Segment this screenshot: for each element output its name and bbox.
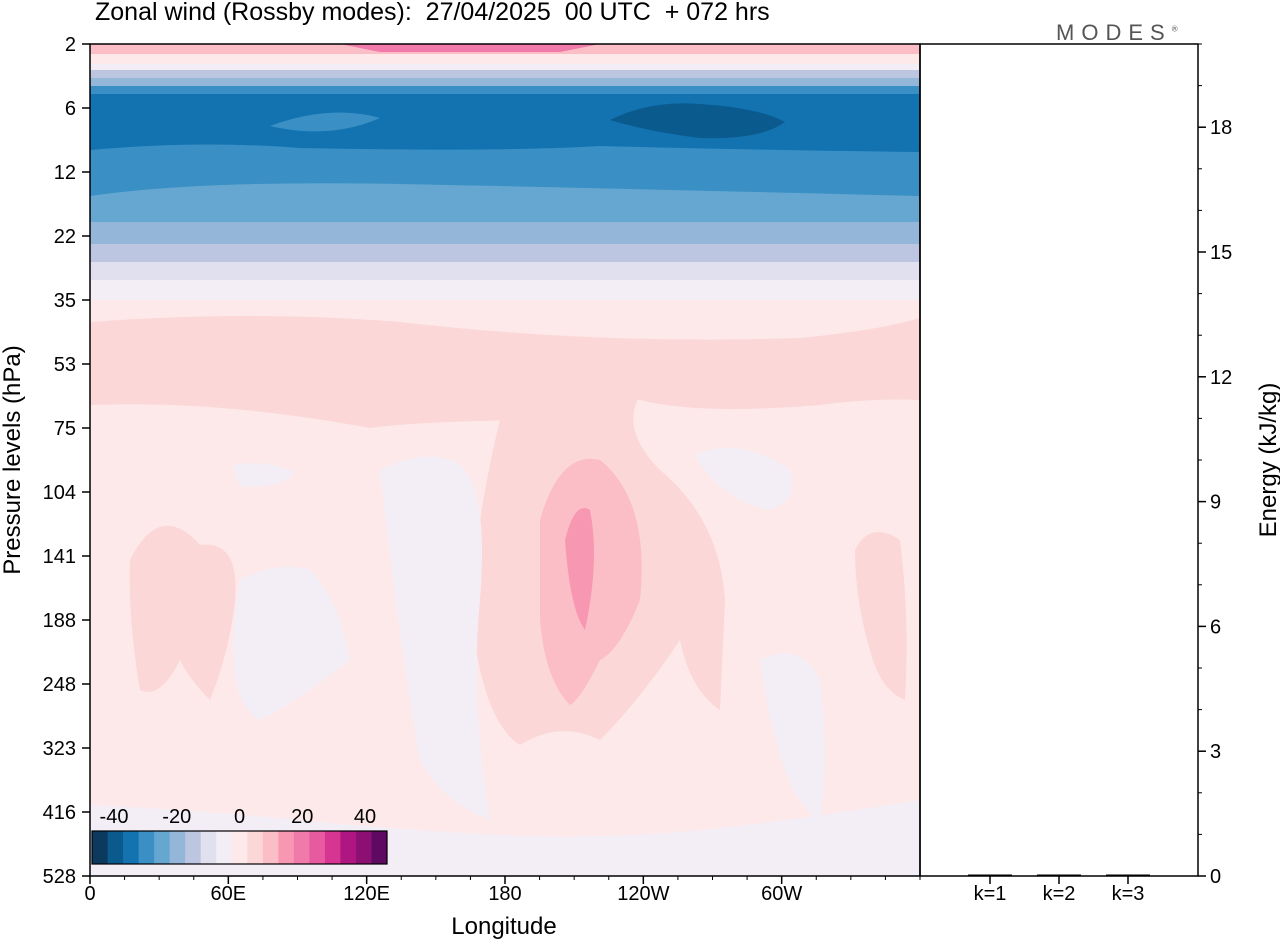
energy-axis-ticks: 0 3 6 9 12 15 18 (1198, 43, 1232, 888)
band-lavender (90, 262, 920, 280)
band-top-lightblue (90, 78, 920, 86)
band-paleblue (90, 222, 920, 244)
energy-category-label: k=3 (1112, 883, 1145, 905)
colorbar-swatch (262, 831, 279, 864)
colorbar-swatch (247, 831, 264, 864)
energy-bars: k=1 k=2 k=3 (968, 874, 1150, 905)
x-axis-ticks: 0 60E 120E 180 120W 60W (84, 876, 921, 905)
energy-tick-label: 12 (1210, 367, 1232, 389)
energy-category-label: k=2 (1043, 883, 1076, 905)
x-axis-title: Longitude (451, 913, 556, 940)
colorbar-swatch (355, 831, 372, 864)
modes-logo: MODES® (1056, 20, 1178, 46)
y-tick-label: 416 (43, 802, 76, 824)
colorbar-swatch (324, 831, 341, 864)
band-lilac (90, 244, 920, 262)
y-tick-label: 22 (54, 226, 76, 248)
band-top-magenta (340, 44, 600, 52)
colorbar-label: -40 (100, 806, 129, 828)
colorbar-swatch (340, 831, 357, 864)
energy-panel-frame (919, 43, 1199, 877)
y-tick-label: 323 (43, 738, 76, 760)
y-tick-label: 2 (65, 34, 76, 56)
y-tick-label: 248 (43, 674, 76, 696)
energy-tick-label: 15 (1210, 242, 1232, 264)
colorbar-label: -20 (162, 806, 191, 828)
contour-field (90, 44, 920, 876)
colorbar-frame (91, 830, 388, 865)
chart-title: Zonal wind (Rossby modes): 27/04/2025 00… (95, 0, 770, 26)
band-midblue (90, 144, 920, 196)
y-tick-label: 75 (54, 418, 76, 440)
band-lightblue (90, 183, 920, 222)
y-tick-label: 53 (54, 354, 76, 376)
band-easterly-core (610, 103, 785, 139)
band-top-midblue (90, 86, 920, 94)
zone-lavender-east (695, 447, 793, 510)
x-tick-label: 180 (488, 883, 521, 905)
zone-lavender-centre (380, 456, 490, 820)
colorbar-swatch (200, 831, 217, 864)
zone-lavender-lower-left (233, 566, 350, 720)
zone-jet-max (565, 508, 594, 630)
zone-east-blob (855, 532, 907, 700)
y-tick-label: 188 (43, 610, 76, 632)
x-tick-label: 0 (84, 883, 95, 905)
x-tick-label: 60W (761, 883, 802, 905)
x-tick-label: 60E (211, 883, 247, 905)
zone-westerly-band (90, 316, 920, 428)
energy-bar (1037, 874, 1081, 876)
y-tick-label: 6 (65, 98, 76, 120)
colorbar-swatch (293, 831, 310, 864)
y-tick-label: 12 (54, 162, 76, 184)
energy-bar (968, 874, 1012, 876)
energy-axis-title: Energy (kJ/kg) (1255, 383, 1280, 538)
energy-tick-label: 18 (1210, 117, 1232, 139)
energy-bar (1106, 874, 1150, 876)
zone-lavender-west (232, 463, 295, 487)
colorbar-swatch (169, 831, 186, 864)
colorbar-swatch (123, 831, 140, 864)
y-tick-label: 35 (54, 290, 76, 312)
colorbar-swatch (309, 831, 326, 864)
energy-category-label: k=1 (974, 883, 1007, 905)
colorbar-label: 0 (234, 806, 245, 828)
colorbar-swatch (371, 831, 388, 864)
y-axis-title: Pressure levels (hPa) (0, 345, 26, 574)
colorbar-swatch (231, 831, 248, 864)
band-top-white (90, 64, 920, 70)
band-easterly-gap (270, 112, 380, 132)
colorbar-swatch (92, 831, 109, 864)
y-tick-label: 141 (43, 546, 76, 568)
colorbar: -40 -20 0 20 40 (91, 806, 388, 865)
y-axis-ticks: 2 6 12 22 35 53 75 104 141 188 248 323 416 528 (43, 34, 90, 888)
colorbar-swatch (278, 831, 295, 864)
zone-west-blob (129, 525, 236, 700)
colorbar-swatch (216, 831, 233, 864)
energy-tick-label: 9 (1210, 492, 1221, 514)
colorbar-swatch (138, 831, 155, 864)
colorbar-swatch (107, 831, 124, 864)
energy-tick-label: 6 (1210, 616, 1221, 638)
x-tick-label: 120E (343, 883, 390, 905)
energy-tick-label: 0 (1210, 866, 1221, 888)
colorbar-swatch (185, 831, 202, 864)
band-top-light-pink (90, 54, 920, 64)
colorbar-label: 20 (291, 806, 313, 828)
logo-text: MODES (1056, 20, 1172, 45)
colorbar-label: 40 (354, 806, 376, 828)
y-tick-label: 104 (43, 482, 76, 504)
colorbar-swatch (154, 831, 171, 864)
band-top-lilac (90, 70, 920, 78)
x-tick-label: 120W (617, 883, 669, 905)
registered-mark: ® (1171, 24, 1178, 34)
zone-lavender-lower-right (760, 653, 825, 820)
y-tick-label: 528 (43, 866, 76, 888)
energy-tick-label: 3 (1210, 741, 1221, 763)
band-white (90, 280, 920, 300)
